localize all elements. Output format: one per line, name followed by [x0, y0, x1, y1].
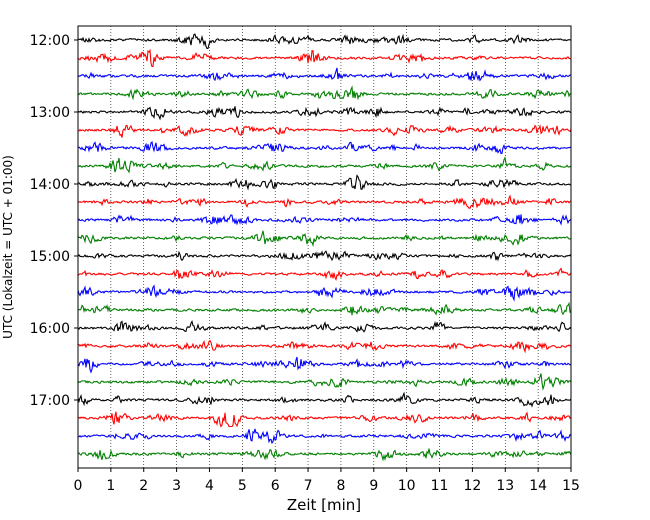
trace-row [77, 301, 572, 316]
x-tick-label: 11 [431, 478, 449, 494]
trace-row [77, 214, 572, 226]
trace-row [77, 85, 572, 101]
x-tick-label: 4 [205, 478, 214, 494]
trace-row [77, 106, 572, 121]
trace-row [77, 124, 572, 138]
trace-row [77, 411, 572, 428]
trace-row [77, 67, 572, 82]
x-tick-label: 5 [238, 478, 247, 494]
x-tick-label: 9 [369, 478, 378, 494]
trace-row [77, 428, 572, 445]
trace-row [77, 250, 572, 262]
x-tick-label: 12 [463, 478, 481, 494]
trace-row [77, 156, 572, 174]
x-tick-label: 6 [271, 478, 280, 494]
x-tick-label: 1 [106, 478, 115, 494]
x-tick-label: 3 [172, 478, 181, 494]
x-tick-label: 7 [304, 478, 313, 494]
x-tick-label: 13 [496, 478, 514, 494]
seismic-traces [77, 33, 572, 462]
plot-frame [77, 25, 572, 469]
y-axis: 12:00 13:00 14:00 15:00 16:00 17:00 [30, 33, 78, 409]
trace-row [77, 339, 572, 354]
trace-row [77, 391, 572, 408]
x-tick-label: 14 [529, 478, 547, 494]
trace-row [77, 267, 572, 281]
trace-row [77, 448, 572, 462]
trace-row [77, 194, 572, 209]
trace-row [77, 140, 572, 155]
y-tick-label: 17:00 [30, 393, 70, 409]
trace-row [77, 230, 572, 248]
x-tick-label: 8 [336, 478, 345, 494]
y-tick-label: 13:00 [30, 105, 70, 121]
x-axis-label: Zeit [min] [287, 496, 361, 514]
trace-row [77, 320, 572, 333]
y-tick-label: 16:00 [30, 321, 70, 337]
y-tick-label: 12:00 [30, 33, 70, 49]
trace-row [77, 373, 572, 391]
x-axis: 0 1 2 3 4 5 6 7 8 9 10 11 12 13 14 15 [74, 468, 580, 494]
x-tick-label: 0 [74, 478, 83, 494]
trace-row [77, 174, 572, 191]
trace-row [77, 356, 572, 374]
x-tick-label: 2 [139, 478, 148, 494]
trace-row [77, 33, 572, 50]
y-axis-label: UTC (Lokalzeit = UTC + 01:00) [1, 155, 15, 339]
y-tick-label: 15:00 [30, 249, 70, 265]
y-tick-label: 14:00 [30, 177, 70, 193]
trace-row [77, 48, 572, 68]
x-tick-label: 15 [562, 478, 580, 494]
trace-row [77, 284, 572, 302]
x-tick-label: 10 [398, 478, 416, 494]
